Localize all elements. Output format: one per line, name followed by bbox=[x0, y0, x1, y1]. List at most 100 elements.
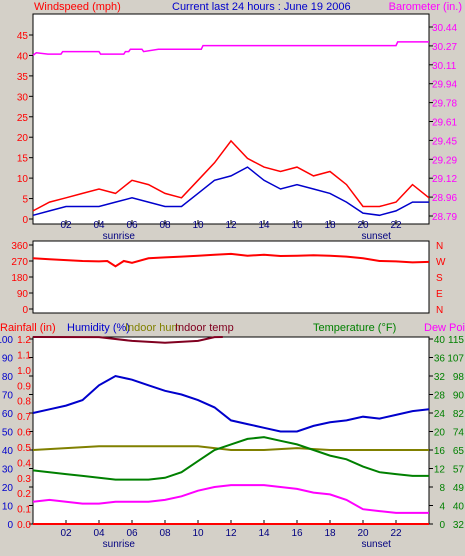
indoor-temp-tick-label: 40 bbox=[434, 335, 446, 346]
indoor-temp-tick-label: 8 bbox=[439, 483, 445, 494]
indoor-hum-label: Indoor hum bbox=[125, 322, 181, 334]
indoor-temp-tick-label: 28 bbox=[434, 391, 446, 402]
indoor-temp-tick-label: 24 bbox=[434, 409, 446, 420]
rainfall-tick-label: 0.7 bbox=[17, 412, 31, 423]
x-tick-label: 10 bbox=[192, 220, 204, 231]
x-tick-label: 10 bbox=[192, 528, 204, 539]
humidity-axis-label: Humidity (%) bbox=[67, 322, 130, 334]
temperature-tick-label: 107 bbox=[447, 354, 464, 365]
wind-tick-label: 40 bbox=[17, 51, 29, 62]
sun-annotation: sunset bbox=[361, 539, 391, 550]
wind-tick-label: 35 bbox=[17, 72, 29, 83]
x-tick-label: 16 bbox=[291, 528, 303, 539]
wind-tick-label: 0 bbox=[22, 215, 28, 226]
compass-tick-label: N bbox=[436, 305, 443, 316]
temperature-tick-label: 74 bbox=[453, 428, 465, 439]
barometer-tick-label: 29.12 bbox=[432, 174, 457, 185]
series-wind-direction bbox=[32, 252, 430, 268]
barometer-tick-label: 29.45 bbox=[432, 136, 457, 147]
barometer-tick-label: 29.94 bbox=[432, 80, 457, 91]
temperature-tick-label: 40 bbox=[453, 502, 465, 513]
humidity-tick-label: 30 bbox=[2, 465, 14, 476]
rainfall-tick-label: 0.6 bbox=[17, 428, 31, 439]
humidity-tick-label: 10 bbox=[2, 502, 14, 513]
series-windspeed-avg bbox=[32, 166, 429, 217]
wind-tick-label: 15 bbox=[17, 154, 29, 165]
temperature-tick-label: 90 bbox=[453, 391, 465, 402]
compass-tick-label: S bbox=[436, 273, 443, 284]
rainfall-tick-label: 0.4 bbox=[17, 458, 31, 469]
compass-tick-label: N bbox=[436, 241, 443, 252]
sun-annotation: sunset bbox=[361, 231, 391, 242]
indoor-temp-tick-label: 12 bbox=[434, 465, 446, 476]
wind-tick-label: 10 bbox=[17, 174, 29, 185]
humidity-tick-label: 70 bbox=[2, 391, 14, 402]
indoor-temp-tick-label: 0 bbox=[439, 520, 445, 531]
series-barometer bbox=[32, 41, 429, 56]
direction-tick-label: 90 bbox=[17, 289, 29, 300]
series-temperature bbox=[32, 436, 429, 481]
compass-tick-label: E bbox=[436, 289, 443, 300]
temperature-tick-label: 98 bbox=[453, 372, 465, 383]
x-tick-label: 08 bbox=[159, 220, 171, 231]
x-tick-label: 22 bbox=[390, 528, 402, 539]
wind-tick-label: 20 bbox=[17, 133, 29, 144]
indoor-temp-tick-label: 4 bbox=[439, 502, 445, 513]
x-tick-label: 18 bbox=[324, 220, 336, 231]
rainfall-tick-label: 0.9 bbox=[17, 381, 31, 392]
humidity-tick-label: 20 bbox=[2, 483, 14, 494]
windspeed-axis-label: Windspeed (mph) bbox=[34, 1, 121, 13]
x-tick-label: 06 bbox=[126, 528, 138, 539]
x-tick-label: 04 bbox=[93, 528, 105, 539]
barometer-tick-label: 30.44 bbox=[432, 23, 457, 34]
x-tick-label: 20 bbox=[357, 528, 369, 539]
direction-tick-label: 0 bbox=[22, 305, 28, 316]
rainfall-tick-label: 1.2 bbox=[17, 335, 31, 346]
rainfall-tick-label: 0.0 bbox=[17, 520, 31, 531]
x-tick-label: 18 bbox=[324, 528, 336, 539]
direction-tick-label: 360 bbox=[11, 241, 28, 252]
x-tick-label: 08 bbox=[159, 528, 171, 539]
rainfall-tick-label: 0.2 bbox=[17, 489, 31, 500]
humidity-tick-label: 0 bbox=[7, 520, 13, 531]
wind-tick-label: 25 bbox=[17, 113, 29, 124]
wind-tick-label: 30 bbox=[17, 92, 29, 103]
direction-tick-label: 180 bbox=[11, 273, 28, 284]
x-tick-label: 20 bbox=[357, 220, 369, 231]
x-tick-label: 12 bbox=[225, 220, 237, 231]
dewpoint-axis-label: Dew Point bbox=[424, 322, 465, 334]
rainfall-tick-label: 1.1 bbox=[17, 350, 31, 361]
x-tick-label: 14 bbox=[258, 220, 270, 231]
rainfall-tick-label: 0.8 bbox=[17, 397, 31, 408]
chart-title: Current last 24 hours : June 19 2006 bbox=[172, 1, 351, 13]
x-tick-label: 22 bbox=[390, 220, 402, 231]
rainfall-axis-label: Rainfall (in) bbox=[0, 322, 56, 334]
series-wind-gust bbox=[32, 139, 430, 212]
rainfall-tick-label: 0.3 bbox=[17, 474, 31, 485]
x-tick-label: 16 bbox=[291, 220, 303, 231]
sun-annotation: sunrise bbox=[103, 231, 136, 242]
sun-annotation: sunrise bbox=[103, 539, 136, 550]
rainfall-tick-label: 0.1 bbox=[17, 505, 31, 516]
series-indoor-temp bbox=[32, 336, 223, 344]
indoor-temp-tick-label: 16 bbox=[434, 446, 446, 457]
barometer-tick-label: 28.96 bbox=[432, 193, 457, 204]
x-tick-label: 14 bbox=[258, 528, 270, 539]
humidity-tick-label: 100 bbox=[0, 335, 13, 346]
temperature-tick-label: 82 bbox=[453, 409, 465, 420]
temperature-tick-label: 65 bbox=[453, 446, 465, 457]
humidity-tick-label: 40 bbox=[2, 446, 14, 457]
indoor-temp-tick-label: 32 bbox=[434, 372, 446, 383]
barometer-tick-label: 30.27 bbox=[432, 42, 457, 53]
series-humidity bbox=[32, 374, 430, 433]
indoor-temp-label: Indoor temp bbox=[175, 322, 234, 334]
humidity-tick-label: 50 bbox=[2, 428, 14, 439]
compass-tick-label: W bbox=[436, 257, 446, 268]
series-indoor-hum bbox=[32, 445, 429, 451]
temperature-tick-label: 57 bbox=[453, 465, 465, 476]
x-tick-label: 02 bbox=[60, 528, 72, 539]
temperature-tick-label: 49 bbox=[453, 483, 465, 494]
barometer-tick-label: 30.11 bbox=[432, 61, 457, 72]
